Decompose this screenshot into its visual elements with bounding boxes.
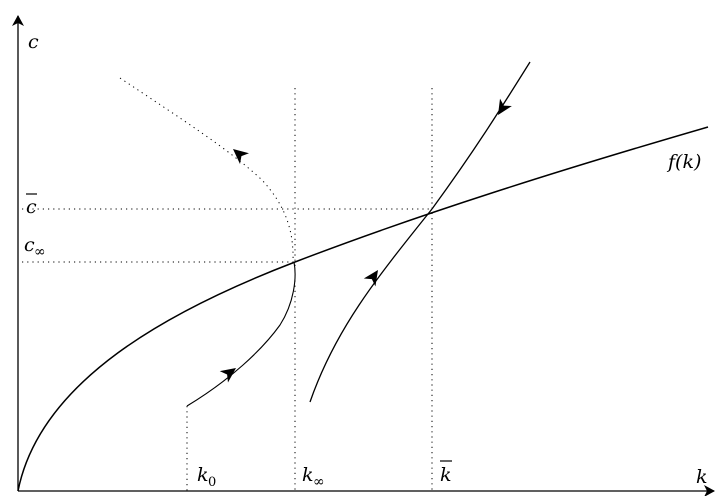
- c-inf-tick: c ∞: [24, 234, 46, 260]
- arrowhead-trajectory: [219, 368, 236, 383]
- fk-curve: [17, 126, 709, 492]
- fk-label: f(k): [666, 151, 701, 173]
- svg-text:0: 0: [208, 475, 216, 490]
- arrowhead-diverging: [233, 149, 249, 165]
- y-axis-label: c: [28, 31, 39, 53]
- svg-text:∞: ∞: [313, 474, 325, 490]
- svg-text:c: c: [26, 196, 37, 218]
- arrowhead-saddle-lower: [363, 270, 378, 287]
- k0-tick: k 0: [197, 464, 216, 490]
- saddle-path-upper: [431, 61, 531, 210]
- k-bar-tick: k: [440, 460, 452, 486]
- trajectory-k0: [186, 261, 296, 407]
- svg-text:c: c: [24, 234, 35, 256]
- x-axis-label: k: [696, 466, 708, 488]
- svg-text:∞: ∞: [34, 244, 46, 260]
- svg-text:k: k: [197, 464, 209, 486]
- svg-text:k: k: [302, 464, 314, 486]
- diverging-path-dotted: [119, 77, 294, 263]
- kinf-tick: k ∞: [302, 464, 325, 490]
- c-bar-tick: c: [26, 193, 37, 218]
- arrowhead-saddle-upper: [498, 98, 512, 115]
- saddle-path-lower: [309, 208, 433, 403]
- svg-text:k: k: [440, 464, 452, 486]
